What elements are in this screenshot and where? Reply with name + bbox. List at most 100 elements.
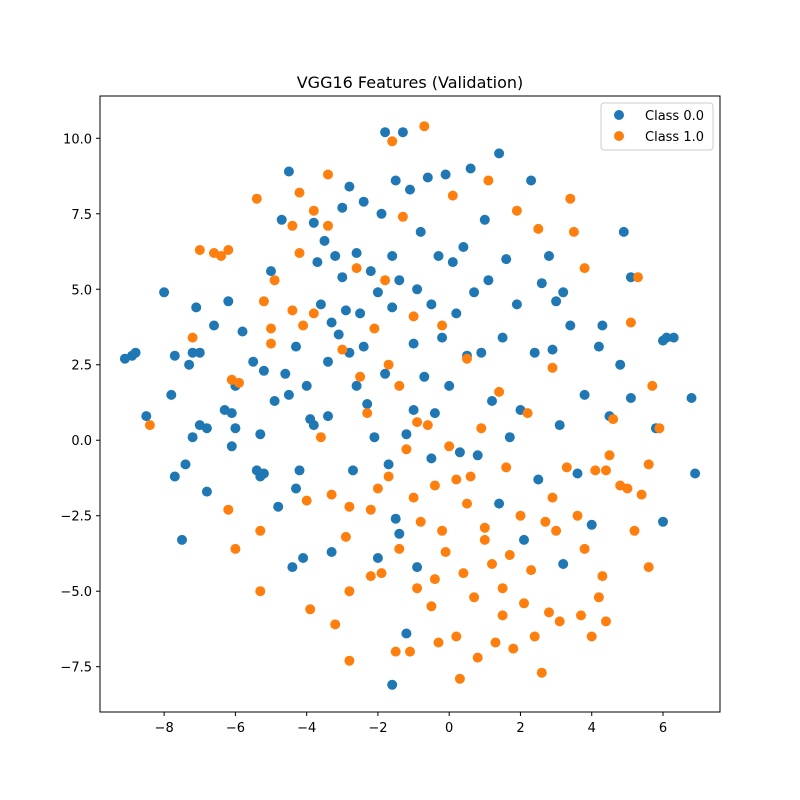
data-point-class-0 [365, 266, 376, 277]
data-point-class-0 [230, 423, 241, 434]
data-point-class-1 [376, 568, 387, 579]
data-point-class-0 [169, 350, 180, 361]
x-tick-label: −8 [155, 721, 174, 736]
x-tick-label: 0 [445, 721, 453, 736]
data-point-class-0 [497, 332, 508, 343]
data-point-class-1 [144, 420, 155, 431]
data-point-class-1 [479, 534, 490, 545]
data-point-class-1 [194, 245, 205, 255]
data-point-class-1 [294, 248, 305, 258]
axes-layer: −8 −6 −4 −2 0 2 4 6 −7.5 −5.0 −2.5 0.0 2.5 5.0 7.5 10.0 [60, 132, 667, 736]
data-point-class-1 [287, 220, 298, 231]
data-point-class-1 [597, 571, 608, 582]
data-point-class-1 [462, 498, 472, 509]
data-point-class-1 [344, 655, 355, 666]
data-point-class-1 [601, 616, 611, 627]
data-point-class-0 [380, 127, 391, 138]
data-point-class-1 [643, 459, 654, 470]
data-point-class-0 [397, 127, 408, 138]
data-point-class-0 [358, 196, 369, 207]
data-point-class-0 [661, 332, 672, 343]
data-point-class-1 [223, 504, 234, 515]
data-point-class-0 [597, 320, 608, 331]
data-point-class-0 [337, 202, 348, 213]
data-point-class-0 [401, 628, 412, 639]
data-point-class-0 [415, 226, 426, 237]
y-tick-label: 5.0 [71, 283, 92, 298]
data-point-class-1 [451, 474, 462, 485]
data-point-class-0 [376, 208, 387, 219]
data-point-class-1 [554, 616, 565, 627]
data-point-class-0 [658, 516, 668, 527]
data-point-class-0 [369, 432, 380, 443]
data-point-class-0 [269, 396, 280, 406]
data-point-class-0 [308, 420, 319, 431]
data-point-class-0 [447, 257, 458, 268]
data-point-class-1 [394, 380, 405, 391]
data-point-class-1 [654, 423, 665, 434]
data-point-class-1 [579, 543, 590, 554]
data-point-class-1 [469, 592, 480, 603]
data-point-class-1 [458, 568, 469, 579]
data-point-class-0 [255, 429, 266, 440]
data-point-class-0 [283, 389, 294, 400]
data-point-class-1 [397, 211, 408, 222]
data-point-class-0 [362, 399, 373, 409]
data-point-class-0 [494, 148, 505, 159]
data-point-class-0 [686, 393, 697, 403]
data-point-class-0 [526, 175, 537, 186]
data-point-class-0 [625, 393, 636, 403]
data-point-class-0 [487, 396, 497, 406]
data-point-class-1 [533, 223, 544, 234]
data-point-class-1 [323, 169, 333, 180]
data-point-class-1 [497, 583, 508, 594]
data-point-class-1 [647, 380, 658, 391]
data-point-class-0 [511, 299, 522, 310]
data-point-class-0 [166, 389, 177, 400]
data-point-class-1 [422, 420, 433, 431]
data-point-class-0 [469, 287, 480, 298]
data-point-class-0 [529, 347, 540, 358]
y-tick-label: 0.0 [71, 434, 92, 449]
data-point-class-0 [579, 389, 590, 400]
plot-frame [99, 95, 721, 713]
data-point-class-0 [454, 447, 465, 458]
data-point-class-0 [387, 679, 398, 690]
data-point-class-0 [536, 278, 547, 289]
data-point-class-0 [348, 465, 358, 476]
data-point-class-0 [394, 528, 405, 539]
data-point-class-1 [412, 583, 423, 594]
data-point-class-1 [408, 492, 419, 503]
data-point-class-0 [426, 299, 437, 310]
legend: Class 0.0 Class 1.0 [600, 102, 714, 151]
data-point-class-0 [187, 347, 198, 358]
y-tick-label: 2.5 [71, 359, 92, 374]
data-point-class-1 [294, 187, 305, 198]
data-point-class-0 [294, 465, 305, 476]
x-tick-label: −2 [368, 721, 387, 736]
data-point-class-1 [604, 450, 615, 461]
data-point-class-0 [266, 266, 276, 277]
data-point-class-1 [487, 559, 497, 569]
chart-title: VGG16 Features (Validation) [297, 73, 524, 92]
data-point-class-1 [540, 516, 551, 527]
data-point-class-1 [308, 308, 319, 319]
data-point-class-0 [426, 453, 437, 464]
data-point-class-0 [615, 359, 626, 370]
data-point-class-1 [440, 547, 451, 557]
data-point-class-0 [390, 175, 401, 186]
x-tick-label: 4 [588, 721, 596, 736]
data-point-class-1 [365, 571, 376, 582]
data-point-class-0 [422, 172, 433, 183]
y-tick-label: 10.0 [63, 132, 92, 147]
data-point-class-0 [355, 308, 366, 319]
data-point-class-0 [476, 347, 487, 358]
data-point-class-0 [412, 562, 423, 573]
data-point-class-1 [601, 465, 611, 476]
data-point-class-1 [415, 516, 426, 527]
data-point-class-1 [387, 136, 398, 147]
data-point-class-1 [369, 323, 380, 334]
y-tick-label: −2.5 [60, 510, 92, 525]
data-point-class-1 [536, 667, 547, 678]
data-point-class-0 [387, 302, 398, 313]
